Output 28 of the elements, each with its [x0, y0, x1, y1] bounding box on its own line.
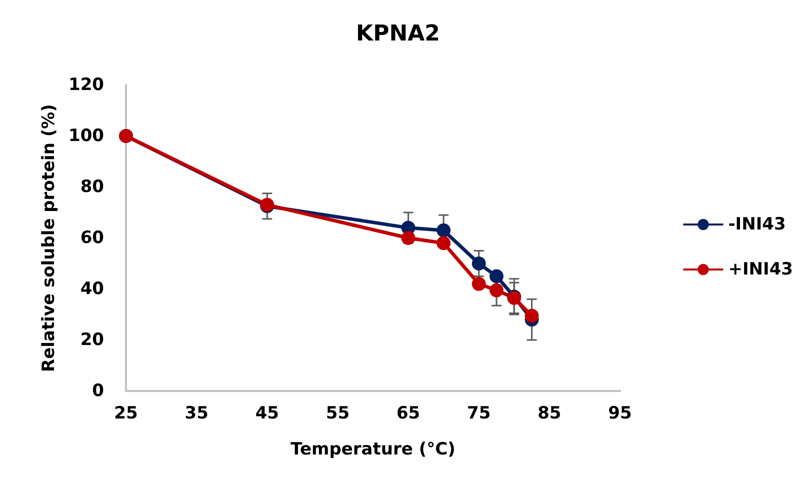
y-tick-label: 120	[68, 75, 104, 95]
point	[436, 236, 451, 250]
y-axis-title: Relative soluble protein (%)	[39, 104, 60, 372]
point	[524, 308, 539, 323]
x-tick-label: 25	[114, 404, 138, 424]
y-tick-label: 60	[80, 228, 104, 248]
y-tick-label: 0	[92, 381, 104, 401]
x-tick-label: 45	[255, 404, 279, 424]
x-tick-label: 35	[184, 404, 208, 424]
x-tick-label: 75	[467, 404, 491, 424]
x-axis-title: Temperature (°C)	[290, 440, 456, 460]
x-tick-label: 65	[396, 404, 420, 424]
point	[401, 231, 416, 245]
x-tick-label: 95	[608, 404, 632, 424]
legend-label: -INI43	[728, 214, 786, 234]
point	[490, 283, 504, 298]
point	[472, 256, 486, 270]
y-tick-label: 20	[80, 330, 104, 350]
point	[436, 223, 451, 238]
y-tick-label: 40	[80, 279, 104, 299]
y-tick-label: 100	[68, 126, 104, 146]
point	[472, 276, 486, 291]
point	[490, 269, 504, 284]
legend-label: +INI43	[728, 260, 793, 280]
x-tick-label: 85	[538, 404, 562, 424]
y-tick-label: 80	[80, 177, 104, 197]
chart-title: KPNA2	[356, 22, 440, 46]
x-tick-label: 55	[326, 404, 350, 424]
